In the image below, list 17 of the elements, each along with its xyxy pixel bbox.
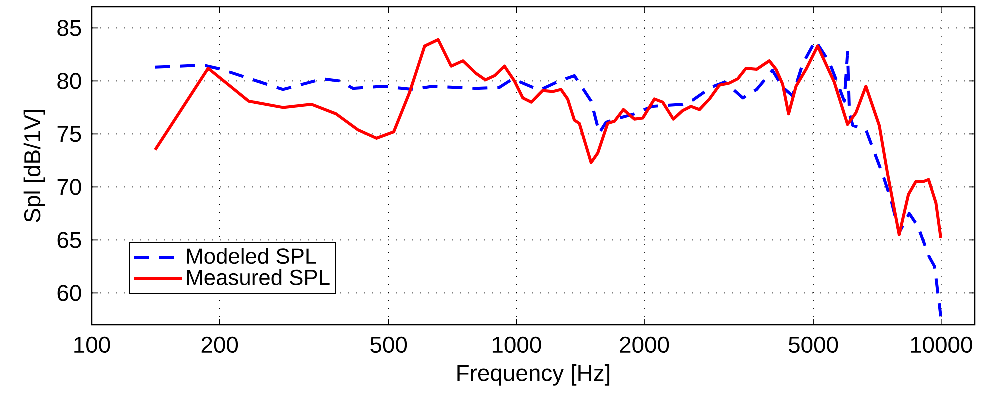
x-tick-label: 2000 xyxy=(620,336,670,354)
y-tick-label: 75 xyxy=(58,126,82,142)
x-tick-label: 100 xyxy=(74,336,110,354)
y-tick-label: 60 xyxy=(58,285,82,302)
x-tick-label: 500 xyxy=(370,336,408,354)
x-tick-label: 5000 xyxy=(788,336,838,354)
x-tick-label: 1000 xyxy=(492,336,542,354)
x-tick-label: 10000 xyxy=(911,336,972,354)
y-tick-label: 70 xyxy=(58,179,82,196)
y-axis-title: Spl [dB/1V] xyxy=(24,110,46,222)
y-tick-label: 65 xyxy=(58,232,82,248)
y-tick-label: 80 xyxy=(58,73,82,90)
legend-label: Measured SPL xyxy=(187,269,330,286)
legend-label: Modeled SPL xyxy=(187,248,316,264)
x-tick-label: 200 xyxy=(202,336,238,354)
x-axis-title: Frequency [Hz] xyxy=(458,364,610,386)
y-tick-label: 85 xyxy=(58,20,82,36)
